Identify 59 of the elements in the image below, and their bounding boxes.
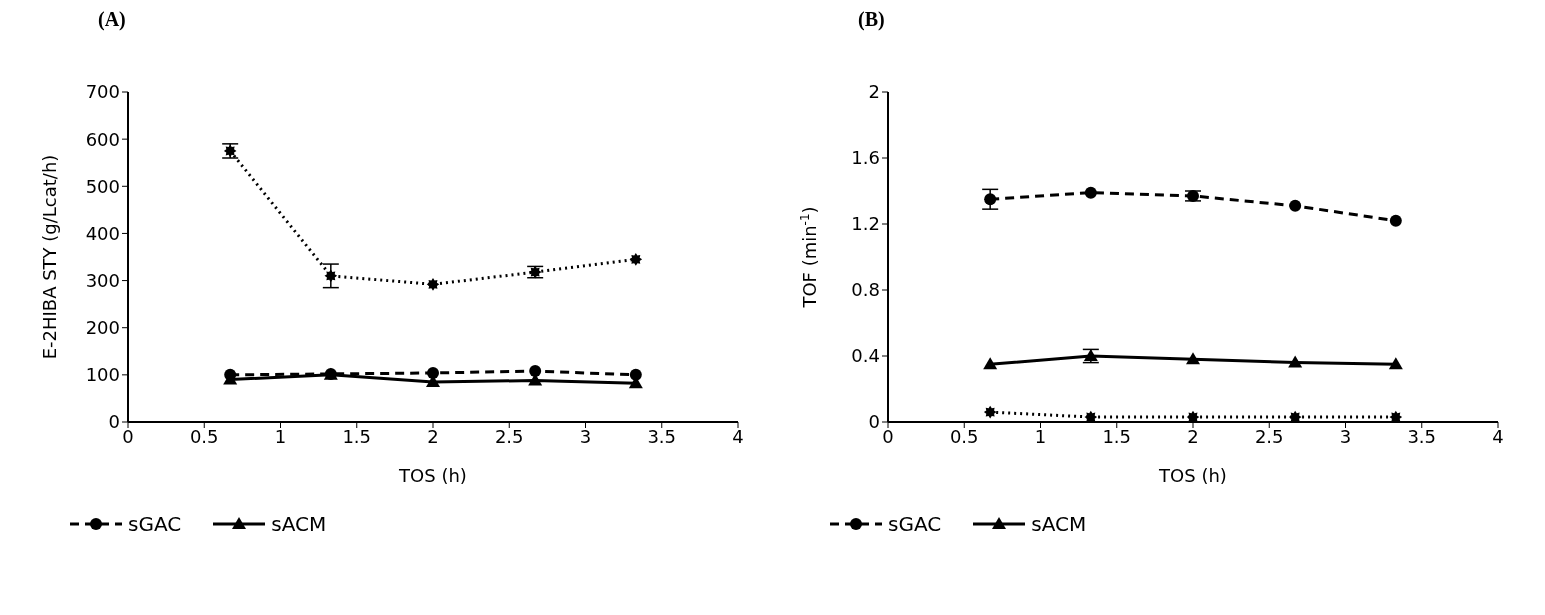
x-tick-label: 1 — [274, 425, 287, 447]
point — [629, 253, 643, 266]
point — [1288, 410, 1302, 422]
x-tick-label: 2.5 — [1254, 425, 1284, 447]
point — [1289, 199, 1302, 212]
x-tick-label: 1.5 — [342, 425, 372, 447]
x-tick-label: 3 — [579, 425, 592, 447]
y-tick-label: 2 — [868, 81, 880, 103]
x-tick-label: 4 — [1492, 425, 1504, 447]
x-tick-label: 1.5 — [1102, 425, 1132, 447]
y-tick-label: 1.2 — [851, 213, 880, 235]
y-tick-label: 500 — [85, 175, 120, 197]
point — [1389, 214, 1402, 227]
x-axis-title: TOS (h) — [1158, 465, 1227, 486]
x-tick-label: 0 — [122, 425, 134, 447]
x-tick-label: 4 — [732, 425, 744, 447]
point — [983, 357, 998, 370]
point — [1186, 410, 1200, 422]
x-tick-label: 0.5 — [189, 425, 219, 447]
point — [1389, 410, 1403, 422]
y-axis-title: E-2HIBA STY (g/Lcat/h) — [39, 154, 60, 360]
x-axis-title: TOS (h) — [398, 465, 467, 486]
x-tick-label: 2 — [427, 425, 439, 447]
legend-label: sACM — [271, 512, 327, 536]
point — [983, 405, 997, 419]
x-tick-label: 0 — [882, 425, 894, 447]
x-tick-label: 1 — [1034, 425, 1047, 447]
point — [1288, 355, 1303, 368]
point — [1388, 357, 1403, 370]
y-tick-label: 400 — [85, 222, 120, 244]
y-tick-label: 0.4 — [851, 345, 880, 367]
y-tick-label: 200 — [85, 317, 120, 339]
x-tick-label: 3.5 — [647, 425, 677, 447]
chart-title: (B) — [858, 8, 886, 33]
point — [529, 365, 542, 378]
point — [1084, 410, 1098, 422]
x-tick-label: 3 — [1339, 425, 1352, 447]
x-tick-label: 2.5 — [494, 425, 524, 447]
legend-label: sACM — [1031, 512, 1087, 536]
y-tick-label: 100 — [85, 364, 120, 386]
legend-label: sGAC — [888, 512, 942, 536]
point — [324, 269, 338, 283]
y-tick-label: 1.6 — [851, 147, 880, 169]
y-tick-label: 0 — [868, 411, 880, 433]
y-tick-label: 0.8 — [851, 279, 880, 301]
point — [426, 278, 440, 291]
legend-label: sGAC — [128, 512, 182, 536]
y-tick-label: 700 — [85, 81, 120, 103]
x-tick-label: 3.5 — [1407, 425, 1437, 447]
point — [984, 193, 997, 206]
point — [1084, 186, 1097, 199]
point — [427, 366, 439, 379]
point — [1186, 352, 1200, 365]
chart-title: (A) — [98, 8, 127, 33]
y-tick-label: 600 — [85, 128, 120, 150]
x-tick-label: 2 — [1187, 425, 1199, 447]
x-tick-label: 0.5 — [949, 425, 979, 447]
y-tick-label: 0 — [108, 411, 120, 433]
y-tick-label: 300 — [85, 269, 120, 291]
